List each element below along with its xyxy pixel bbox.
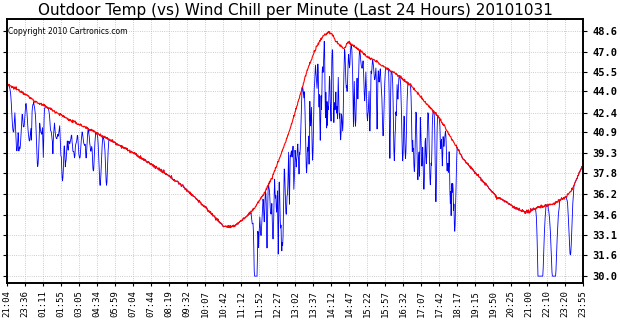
Text: Copyright 2010 Cartronics.com: Copyright 2010 Cartronics.com <box>9 27 128 36</box>
Title: Outdoor Temp (vs) Wind Chill per Minute (Last 24 Hours) 20101031: Outdoor Temp (vs) Wind Chill per Minute … <box>38 3 552 18</box>
